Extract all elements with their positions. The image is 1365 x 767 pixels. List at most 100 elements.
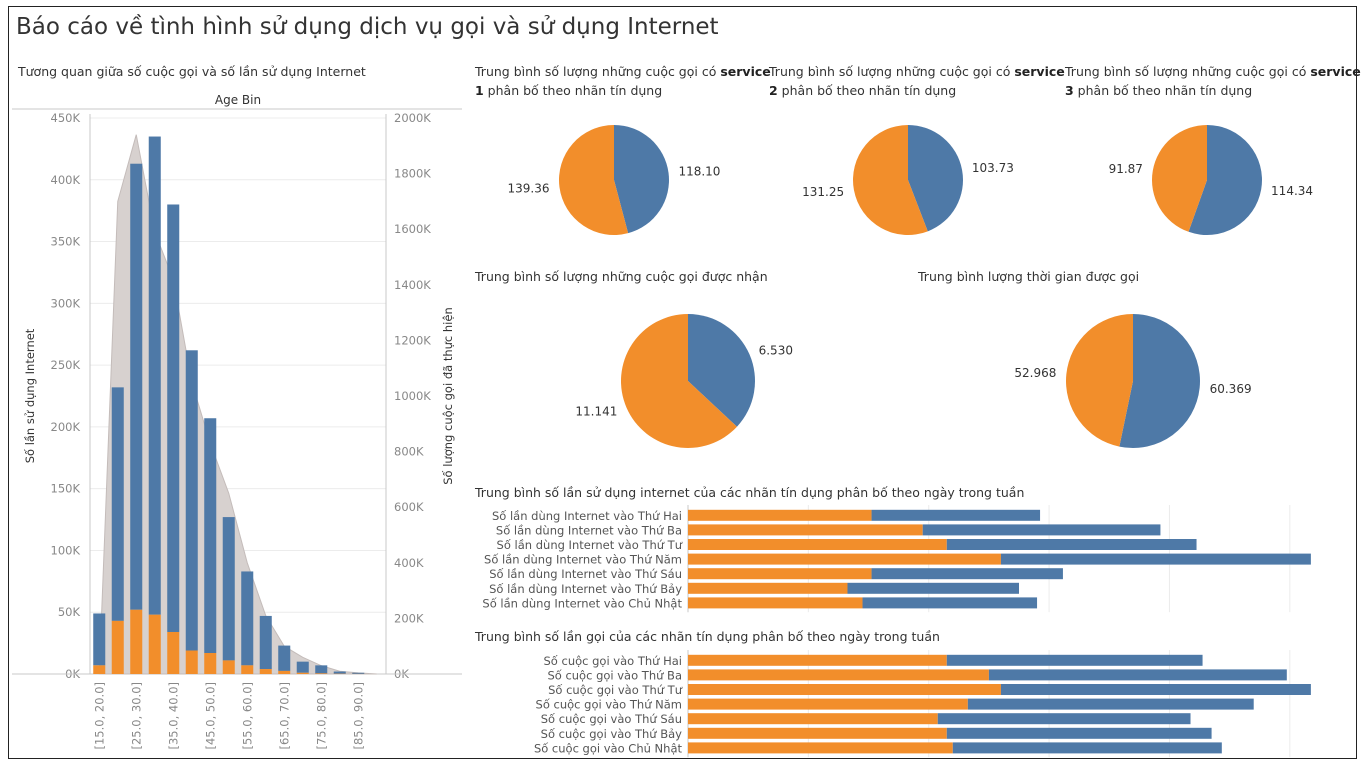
bar-orange [296,672,309,674]
bar-blue [130,163,143,610]
combo-chart-title: Tương quan giữa số cuộc gọi và số lần sử… [18,64,366,79]
bar-orange [241,665,254,674]
y-axis-left-title: Số lần sử dụng Internet [23,328,37,463]
bar-blue [296,661,309,673]
pie-label: 6.530 [759,343,793,357]
combo-chart: Age Bin0K50K100K150K200K250K300K350K400K… [12,93,462,750]
bar-blue [241,571,254,666]
category-label: Số cuộc gọi vào Thứ Năm [536,698,682,712]
bar-orange [204,652,217,674]
category-label: Số lần dùng Internet vào Thứ Ba [496,523,682,537]
x-tick-label: [75.0, 80.0] [314,682,328,750]
y-tick-right: 1600K [394,222,431,236]
bar-orange [688,539,947,550]
bar-orange [688,553,1001,565]
bar-orange [688,742,953,754]
pie-label: 114.34 [1271,184,1313,198]
y-tick-left: 150K [51,482,81,496]
category-label: Số lần dùng Internet vào Thứ Năm [484,553,682,567]
bar-orange [222,660,235,674]
bar-orange [111,620,124,674]
bar-blue [185,350,198,651]
category-label: Số cuộc gọi vào Thứ Ba [547,668,682,682]
bar-blue [862,597,1038,609]
category-label: Số cuộc gọi vào Thứ Tư [548,683,683,697]
pie-chart-s2: 103.73 131.25 [802,125,1014,235]
bar-orange [315,673,328,674]
x-tick-label: [85.0, 90.0] [351,682,365,750]
bar-orange [278,670,291,674]
bar-blue [333,671,346,674]
page-title: Báo cáo về tình hình sử dụng dịch vụ gọi… [16,14,719,40]
bar-blue [148,136,161,615]
y-tick-right: 800K [394,445,424,459]
bar-orange [167,631,180,674]
pie-s1-title-text: Trung bình số lượng những cuộc gọi có [475,64,721,79]
pie-slice-orange [559,125,629,235]
bar-orange [688,713,938,725]
bar-orange [259,669,272,674]
y-tick-right: 1800K [394,167,431,181]
y-tick-left: 300K [51,296,81,310]
bar-blue [946,539,1197,550]
category-label: Số lần dùng Internet vào Thứ Hai [492,509,682,523]
category-label: Số lần dùng Internet vào Thứ Tư [497,538,683,552]
pie-slice-blue [614,125,669,234]
pie-s3-title-text: Trung bình số lượng những cuộc gọi có [1065,64,1311,79]
pie-s1-title: Trung bình số lượng những cuộc gọi có se… [475,62,771,100]
bar-blue [93,613,106,666]
bar-blue [1000,684,1311,695]
y-tick-left: 200K [51,420,81,434]
bar-blue [204,418,217,653]
bar-blue [167,204,180,632]
pie-slice-orange [1066,314,1133,447]
pie-slice-blue [908,125,963,232]
pie-chart-s3: 114.34 91.87 [1109,125,1313,235]
bar-orange [185,650,198,674]
bar-blue [937,713,1191,725]
pie-chart-received: 6.530 11.141 [575,314,793,448]
calls-bars-title: Trung bình số lần gọi của các nhãn tín d… [475,629,940,644]
category-label: Số cuộc gọi vào Thứ Hai [544,654,683,668]
pie-received-title: Trung bình số lượng những cuộc gọi được … [475,269,768,284]
y-tick-left: 400K [51,173,81,187]
bar-blue [988,669,1287,681]
category-label: Số lần dùng Internet vào Thứ Sáu [489,567,682,581]
pie-label: 131.25 [802,185,844,199]
pie-s2-title-service: service [1014,64,1065,79]
pie-s3-title-number: 3 [1065,83,1074,98]
bar-orange [130,609,143,674]
bar-blue [967,698,1254,710]
y-tick-right: 1400K [394,278,431,292]
y-tick-right: 200K [394,611,424,625]
bar-blue [946,654,1203,666]
bar-orange [688,727,947,739]
bar-blue [1000,553,1311,565]
bar-orange [93,665,106,674]
bar-blue [259,615,272,670]
y-tick-left: 350K [51,235,81,249]
y-tick-right: 2000K [394,111,431,125]
pie-s1-title-rest: phân bố theo nhãn tín dụng [483,83,663,98]
bar-orange [688,509,872,521]
pie-label: 52.968 [1014,366,1056,380]
pie-s2-title-number: 2 [769,83,778,98]
pie-s2-title-text: Trung bình số lượng những cuộc gọi có [769,64,1015,79]
y-tick-right: 600K [394,500,424,514]
pie-label: 60.369 [1210,382,1252,396]
category-label: Số cuộc gọi vào Chủ Nhật [534,741,683,755]
pie-label: 103.73 [972,161,1014,175]
bar-orange [688,684,1001,695]
y-tick-right: 1200K [394,333,431,347]
bar-orange [688,568,872,580]
x-tick-label: [15.0, 20.0] [92,682,106,750]
pie-s3-title-rest: phân bố theo nhãn tín dụng [1073,83,1253,98]
pie-label: 139.36 [508,181,550,195]
pie-s1-title-number: 1 [475,83,484,98]
pie-label: 118.10 [678,165,720,179]
x-tick-label: [45.0, 50.0] [203,682,217,750]
x-tick-label: [55.0, 60.0] [240,682,254,750]
pie-s1-title-service: service [720,64,771,79]
x-tick-label: [25.0, 30.0] [129,682,143,750]
